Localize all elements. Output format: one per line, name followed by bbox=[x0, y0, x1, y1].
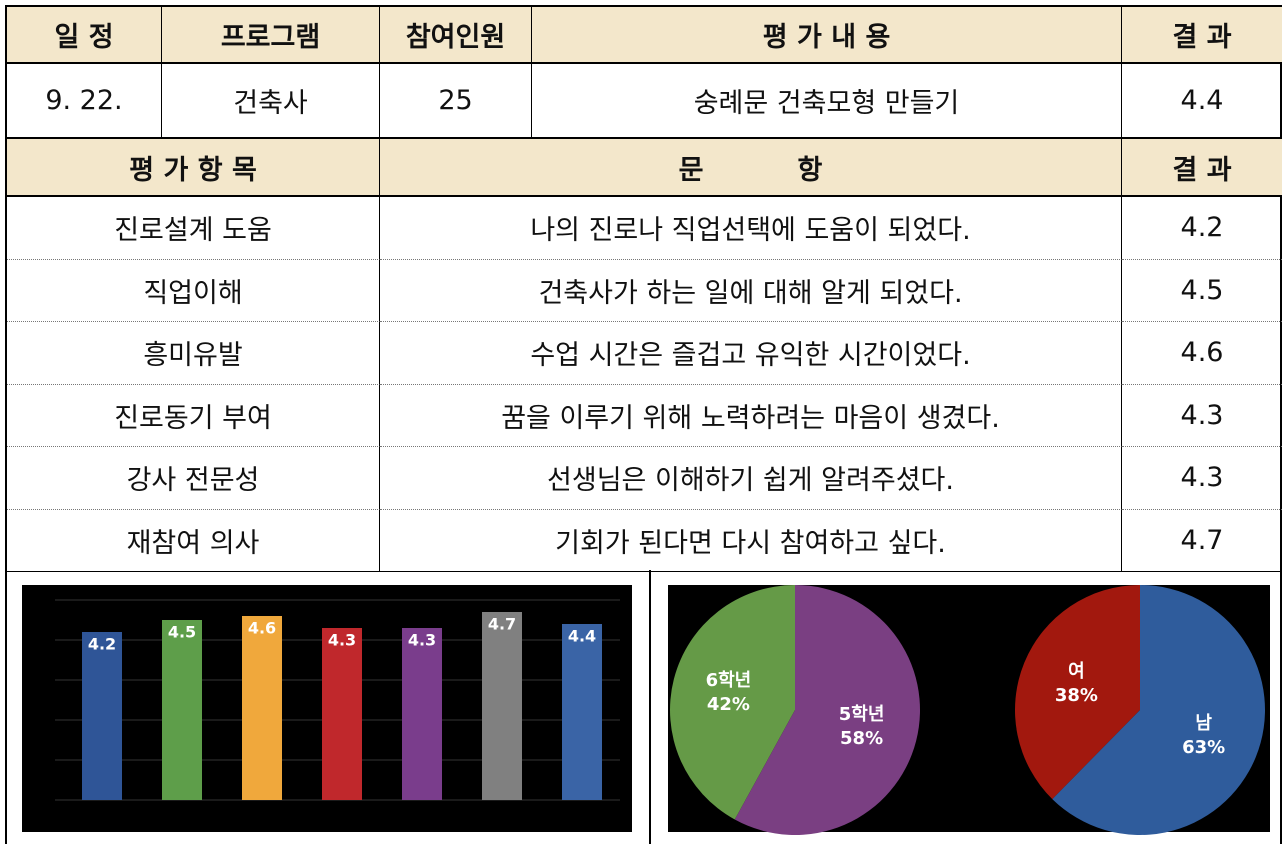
cell: 나의 진로나 직업선택에 도움이 되었다. bbox=[380, 197, 1122, 260]
cell: 건축사 bbox=[162, 64, 380, 139]
cell: 강사 전문성 bbox=[7, 447, 380, 510]
header-cell: 결 과 bbox=[1122, 7, 1282, 64]
cell: 4.4 bbox=[1122, 64, 1282, 139]
header-cell: 참여인원 bbox=[380, 7, 532, 64]
data-label: 4.3 bbox=[328, 631, 356, 650]
pie-slice bbox=[1052, 585, 1265, 836]
pie-slice bbox=[670, 585, 795, 820]
slice-label: 63% bbox=[1182, 737, 1225, 758]
cell: 4.7 bbox=[1122, 510, 1282, 572]
header-cell: 문 항 bbox=[380, 139, 1122, 197]
header-cell: 결 과 bbox=[1122, 139, 1282, 197]
data-label: 4.3 bbox=[408, 631, 436, 650]
cell: 25 bbox=[380, 64, 532, 139]
cell: 건축사가 하는 일에 대해 알게 되었다. bbox=[380, 259, 1122, 322]
cell: 흥미유발 bbox=[7, 322, 380, 385]
data-label: 4.2 bbox=[88, 635, 116, 654]
header-cell: 평 가 내 용 bbox=[532, 7, 1122, 64]
slice-name: 여 bbox=[1068, 661, 1085, 682]
cell: 4.5 bbox=[1122, 260, 1282, 322]
header-cell: 일 정 bbox=[7, 7, 162, 64]
slice-label: 42% bbox=[707, 694, 750, 715]
bar bbox=[482, 612, 522, 800]
cell: 진로동기 부여 bbox=[7, 384, 380, 447]
bar bbox=[562, 624, 602, 800]
data-label: 4.7 bbox=[488, 615, 516, 634]
bar bbox=[242, 616, 282, 800]
cell: 재참여 의사 bbox=[7, 509, 380, 572]
cell: 직업이해 bbox=[7, 259, 380, 322]
bar bbox=[162, 620, 202, 800]
cell: 4.3 bbox=[1122, 447, 1282, 510]
pie-slice bbox=[1014, 585, 1140, 800]
cell: 4.3 bbox=[1122, 385, 1282, 447]
data-label: 4.4 bbox=[568, 627, 596, 646]
data-label: 4.6 bbox=[248, 619, 276, 638]
bar bbox=[82, 632, 122, 800]
cell: 기회가 된다면 다시 참여하고 싶다. bbox=[380, 509, 1122, 572]
slice-name: 6학년 bbox=[706, 669, 752, 691]
cell: 4.2 bbox=[1122, 197, 1282, 260]
slice-name: 5학년 bbox=[839, 703, 885, 725]
pie-slice bbox=[734, 585, 920, 835]
cell: 선생님은 이해하기 쉽게 알려주셨다. bbox=[380, 447, 1122, 510]
cell: 숭례문 건축모형 만들기 bbox=[532, 64, 1122, 139]
cell: 수업 시간은 즐겁고 유익한 시간이었다. bbox=[380, 322, 1122, 385]
cell: 4.6 bbox=[1122, 322, 1282, 385]
cell: 꿈을 이루기 위해 노력하려는 마음이 생겼다. bbox=[380, 384, 1122, 447]
slice-label: 38% bbox=[1055, 685, 1098, 706]
header-cell: 프로그램 bbox=[162, 7, 380, 64]
cell: 9. 22. bbox=[7, 64, 162, 139]
cell: 진로설계 도움 bbox=[7, 197, 380, 260]
data-label: 4.5 bbox=[168, 623, 196, 642]
divider bbox=[649, 570, 651, 844]
header-cell: 평 가 항 목 bbox=[7, 139, 380, 197]
bar bbox=[402, 628, 442, 800]
slice-name: 남 bbox=[1195, 713, 1212, 734]
slice-label: 58% bbox=[840, 728, 883, 749]
bar bbox=[322, 628, 362, 800]
